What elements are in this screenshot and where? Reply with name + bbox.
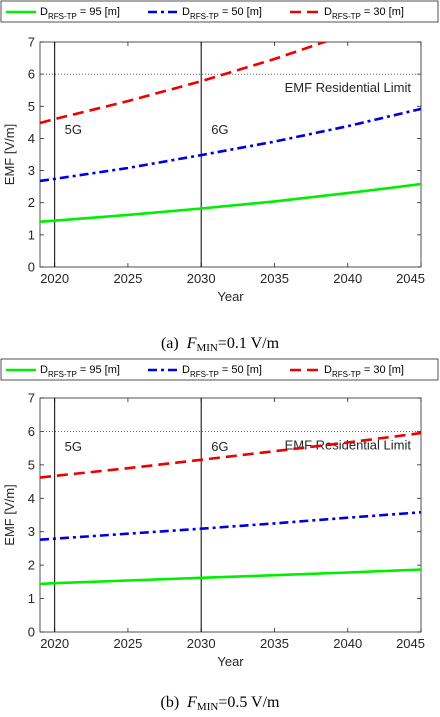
x-tick-label: 2045 bbox=[396, 271, 425, 286]
x-tick-label: 2025 bbox=[113, 271, 142, 286]
caption-value: =0.5 V/m bbox=[218, 694, 280, 711]
legend-entry-1: DRFS-TP = 50 [m] bbox=[182, 6, 262, 21]
legend-entry-rest: = 50 [m] bbox=[219, 6, 262, 18]
x-tick-label: 2020 bbox=[40, 636, 69, 651]
caption-label: (a) bbox=[161, 335, 179, 352]
caption-label: (b) bbox=[160, 694, 179, 711]
y-tick-label: 4 bbox=[28, 131, 35, 146]
plot-frame bbox=[39, 397, 422, 633]
caption-symbol: F bbox=[186, 694, 197, 711]
x-tick-label: 2035 bbox=[260, 271, 289, 286]
y-tick-label: 7 bbox=[28, 35, 35, 50]
legend-box bbox=[0, 358, 439, 381]
chart-panel-b: 0 1 2 3 4 5 6 7 2020 2025 2030 2035 2040 2045 Year EMF … bbox=[0, 358, 439, 713]
legend-entry-rest: = 95 [m] bbox=[77, 6, 120, 18]
x-tick-label: 2045 bbox=[396, 636, 425, 651]
x-tick-label: 2030 bbox=[187, 271, 216, 286]
legend-entry-sub: RFS-TP bbox=[48, 370, 77, 379]
legend-entry-main: D bbox=[182, 364, 190, 376]
series-line-0 bbox=[40, 182, 421, 223]
legend-entry-sub: RFS-TP bbox=[332, 12, 361, 21]
y-tick-label: 0 bbox=[28, 260, 35, 275]
plot-frame bbox=[39, 41, 422, 268]
generation-marker-label: 6G bbox=[211, 439, 228, 454]
chart-panel-a: 0 1 2 3 4 5 6 7 2020 2025 2030 2035 2040 2045 Year EMF … bbox=[0, 0, 439, 354]
y-tick-label: 1 bbox=[28, 227, 35, 242]
series-line-1 bbox=[40, 511, 421, 541]
series-line-2 bbox=[40, 42, 329, 125]
legend-box bbox=[0, 0, 439, 23]
caption-value: =0.1 V/m bbox=[218, 335, 280, 352]
caption-space bbox=[179, 694, 187, 711]
series-line-1 bbox=[40, 107, 421, 183]
legend-entry-rest: = 95 [m] bbox=[77, 364, 120, 376]
legend-entry-rest: = 50 [m] bbox=[219, 364, 262, 376]
y-tick-label: 7 bbox=[28, 391, 35, 406]
legend-entry-2: DRFS-TP = 30 [m] bbox=[324, 364, 404, 379]
x-axis-label: Year bbox=[217, 654, 244, 669]
x-axis-label: Year bbox=[217, 289, 244, 304]
legend-entry-rest: = 30 [m] bbox=[361, 6, 404, 18]
legend-entry-2: DRFS-TP = 30 [m] bbox=[324, 6, 404, 21]
caption-space bbox=[179, 335, 187, 352]
legend-entry-sub: RFS-TP bbox=[48, 12, 77, 21]
generation-marker-label: 6G bbox=[211, 122, 228, 137]
caption-subscript: MIN bbox=[196, 342, 217, 354]
legend-entry-sub: RFS-TP bbox=[190, 12, 219, 21]
y-tick-label: 4 bbox=[28, 491, 35, 506]
y-tick-label: 2 bbox=[28, 558, 35, 573]
legend-entry-main: D bbox=[324, 364, 332, 376]
x-tick-label: 2040 bbox=[333, 271, 362, 286]
y-tick-label: 0 bbox=[28, 625, 35, 640]
legend-entry-sub: RFS-TP bbox=[190, 370, 219, 379]
legend-entry-main: D bbox=[182, 6, 190, 18]
y-tick-label: 5 bbox=[28, 99, 35, 114]
y-tick-label: 5 bbox=[28, 457, 35, 472]
series-line-2 bbox=[40, 431, 421, 479]
caption-symbol: F bbox=[186, 335, 197, 352]
y-tick-label: 1 bbox=[28, 591, 35, 606]
y-tick-label: 6 bbox=[28, 424, 35, 439]
panel-caption: (a) FMIN=0.1 V/m bbox=[161, 335, 280, 354]
y-tick-label: 2 bbox=[28, 195, 35, 210]
legend-entry-0: DRFS-TP = 95 [m] bbox=[40, 6, 120, 21]
legend-entry-0: DRFS-TP = 95 [m] bbox=[40, 364, 120, 379]
x-tick-label: 2030 bbox=[187, 636, 216, 651]
generation-marker-label: 5G bbox=[65, 122, 82, 137]
generation-marker-label: 5G bbox=[65, 439, 82, 454]
legend-entry-rest: = 30 [m] bbox=[361, 364, 404, 376]
legend-entry-sub: RFS-TP bbox=[332, 370, 361, 379]
x-tick-label: 2025 bbox=[113, 636, 142, 651]
emf-limit-label: EMF Residential Limit bbox=[285, 80, 412, 95]
x-tick-label: 2035 bbox=[260, 636, 289, 651]
legend-entry-1: DRFS-TP = 50 [m] bbox=[182, 364, 262, 379]
panel-caption: (b) FMIN=0.5 V/m bbox=[160, 694, 280, 713]
emf-limit-label: EMF Residential Limit bbox=[285, 437, 412, 452]
series-line-0 bbox=[40, 568, 421, 586]
legend-entry-main: D bbox=[324, 6, 332, 18]
y-axis-label: EMF [V/m] bbox=[2, 484, 17, 545]
y-tick-label: 6 bbox=[28, 67, 35, 82]
x-tick-label: 2020 bbox=[40, 271, 69, 286]
caption-subscript: MIN bbox=[197, 701, 218, 713]
legend-entry-main: D bbox=[40, 364, 48, 376]
y-axis-label: EMF [V/m] bbox=[2, 124, 17, 185]
y-tick-label: 3 bbox=[28, 163, 35, 178]
legend-entry-main: D bbox=[40, 6, 48, 18]
y-tick-label: 3 bbox=[28, 524, 35, 539]
x-tick-label: 2040 bbox=[333, 636, 362, 651]
